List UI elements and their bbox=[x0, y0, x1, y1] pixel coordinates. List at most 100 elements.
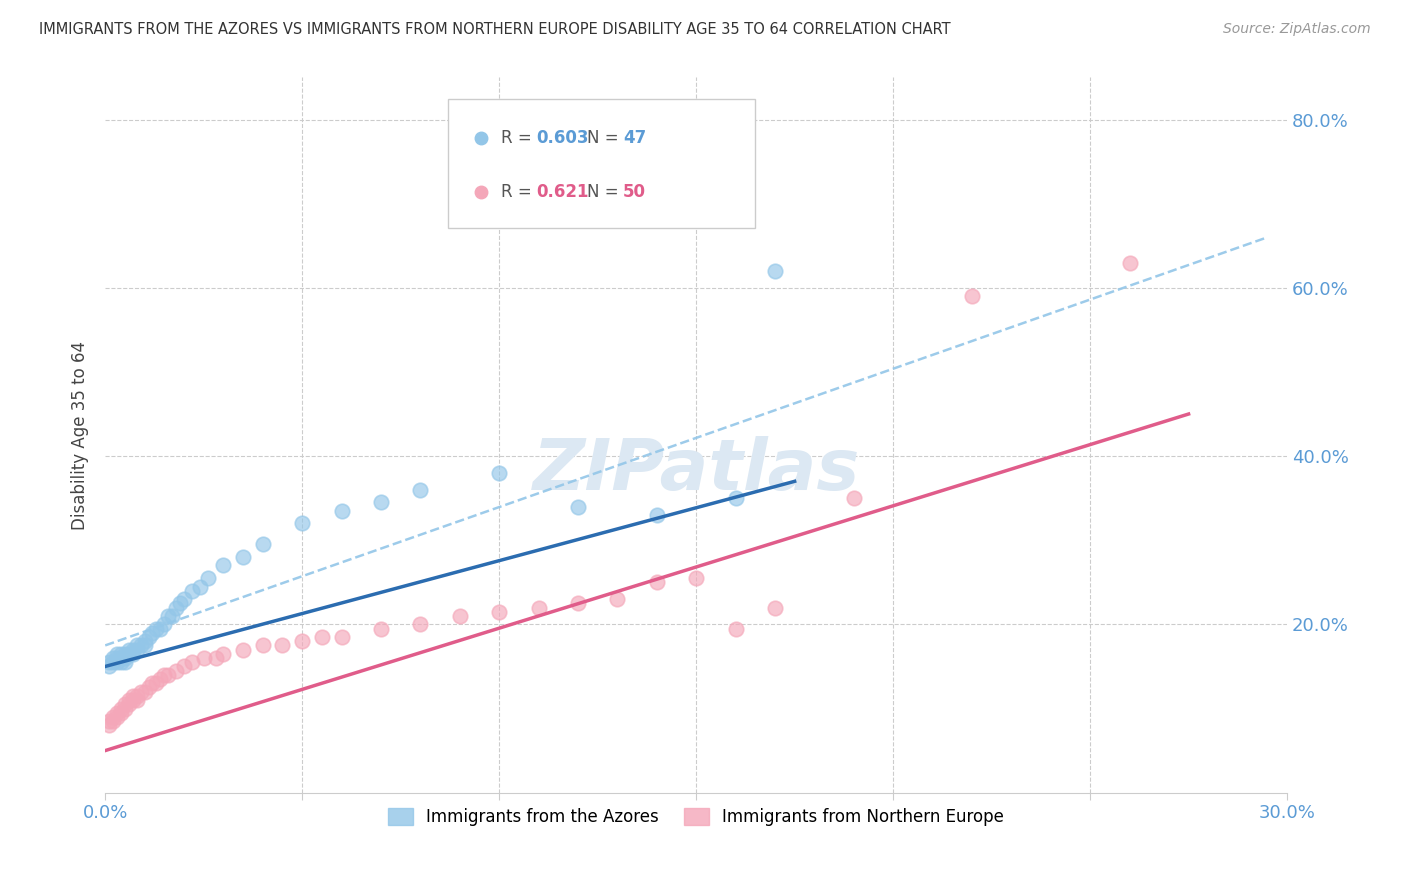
Point bbox=[527, 600, 550, 615]
Point bbox=[370, 495, 392, 509]
Point bbox=[685, 571, 707, 585]
Point bbox=[118, 642, 141, 657]
Point bbox=[197, 571, 219, 585]
Point bbox=[98, 659, 121, 673]
Text: IMMIGRANTS FROM THE AZORES VS IMMIGRANTS FROM NORTHERN EUROPE DISABILITY AGE 35 : IMMIGRANTS FROM THE AZORES VS IMMIGRANTS… bbox=[39, 22, 950, 37]
Point bbox=[129, 684, 152, 698]
Point bbox=[173, 659, 195, 673]
Point bbox=[724, 622, 747, 636]
Point bbox=[110, 701, 132, 715]
Point bbox=[105, 651, 128, 665]
Point bbox=[153, 668, 176, 682]
Point bbox=[98, 718, 121, 732]
Point bbox=[105, 706, 128, 720]
Point bbox=[165, 600, 187, 615]
Point bbox=[121, 647, 143, 661]
Point bbox=[118, 647, 141, 661]
Point bbox=[134, 634, 156, 648]
Point bbox=[149, 622, 172, 636]
Point bbox=[271, 639, 294, 653]
Point bbox=[105, 647, 128, 661]
Point bbox=[645, 508, 668, 522]
Point bbox=[98, 655, 121, 669]
Point bbox=[110, 706, 132, 720]
Point bbox=[188, 580, 211, 594]
Point bbox=[125, 642, 148, 657]
Point bbox=[101, 655, 124, 669]
Point bbox=[180, 655, 202, 669]
Point bbox=[169, 596, 191, 610]
Point bbox=[129, 639, 152, 653]
Point bbox=[121, 689, 143, 703]
Text: N =: N = bbox=[588, 129, 624, 147]
Point bbox=[121, 693, 143, 707]
Point bbox=[141, 676, 163, 690]
Point bbox=[134, 639, 156, 653]
Point bbox=[370, 622, 392, 636]
Point bbox=[567, 500, 589, 514]
Point bbox=[232, 550, 254, 565]
Point bbox=[98, 714, 121, 728]
Point bbox=[101, 714, 124, 728]
Text: 47: 47 bbox=[623, 129, 647, 147]
Point bbox=[567, 596, 589, 610]
Point bbox=[960, 289, 983, 303]
Point bbox=[105, 710, 128, 724]
Point bbox=[105, 655, 128, 669]
Point bbox=[101, 710, 124, 724]
Point bbox=[141, 625, 163, 640]
Point bbox=[409, 617, 432, 632]
Y-axis label: Disability Age 35 to 64: Disability Age 35 to 64 bbox=[72, 341, 89, 530]
Point bbox=[1118, 255, 1140, 269]
Point bbox=[645, 575, 668, 590]
Point bbox=[311, 630, 333, 644]
Point bbox=[110, 651, 132, 665]
Point bbox=[145, 676, 167, 690]
Point bbox=[157, 609, 180, 624]
Point bbox=[138, 630, 160, 644]
Point bbox=[488, 605, 510, 619]
Text: R =: R = bbox=[501, 183, 537, 201]
Point bbox=[125, 693, 148, 707]
Point bbox=[252, 537, 274, 551]
Text: 50: 50 bbox=[623, 183, 645, 201]
Point bbox=[488, 466, 510, 480]
Point bbox=[180, 583, 202, 598]
Point bbox=[763, 600, 786, 615]
Point bbox=[204, 651, 226, 665]
Point bbox=[149, 672, 172, 686]
Point bbox=[193, 651, 215, 665]
Text: 0.603: 0.603 bbox=[537, 129, 589, 147]
Point bbox=[173, 592, 195, 607]
Point bbox=[114, 651, 136, 665]
Point bbox=[118, 693, 141, 707]
Point bbox=[101, 651, 124, 665]
Point bbox=[212, 558, 235, 573]
Point bbox=[114, 647, 136, 661]
Point bbox=[110, 655, 132, 669]
Point bbox=[145, 622, 167, 636]
Point bbox=[118, 698, 141, 712]
Text: R =: R = bbox=[501, 129, 537, 147]
Point bbox=[212, 647, 235, 661]
Point bbox=[763, 264, 786, 278]
Text: 0.621: 0.621 bbox=[537, 183, 589, 201]
Point bbox=[291, 516, 314, 531]
Point bbox=[121, 642, 143, 657]
Point bbox=[110, 647, 132, 661]
Point bbox=[409, 483, 432, 497]
Point bbox=[160, 609, 183, 624]
Point bbox=[114, 698, 136, 712]
Point bbox=[724, 491, 747, 505]
Point bbox=[138, 681, 160, 695]
Point bbox=[842, 491, 865, 505]
Point bbox=[252, 639, 274, 653]
Point bbox=[165, 664, 187, 678]
Point bbox=[125, 639, 148, 653]
Point bbox=[134, 684, 156, 698]
FancyBboxPatch shape bbox=[449, 99, 755, 227]
Point bbox=[114, 701, 136, 715]
Text: Source: ZipAtlas.com: Source: ZipAtlas.com bbox=[1223, 22, 1371, 37]
Point bbox=[449, 609, 471, 624]
Text: ZIPatlas: ZIPatlas bbox=[533, 436, 860, 505]
